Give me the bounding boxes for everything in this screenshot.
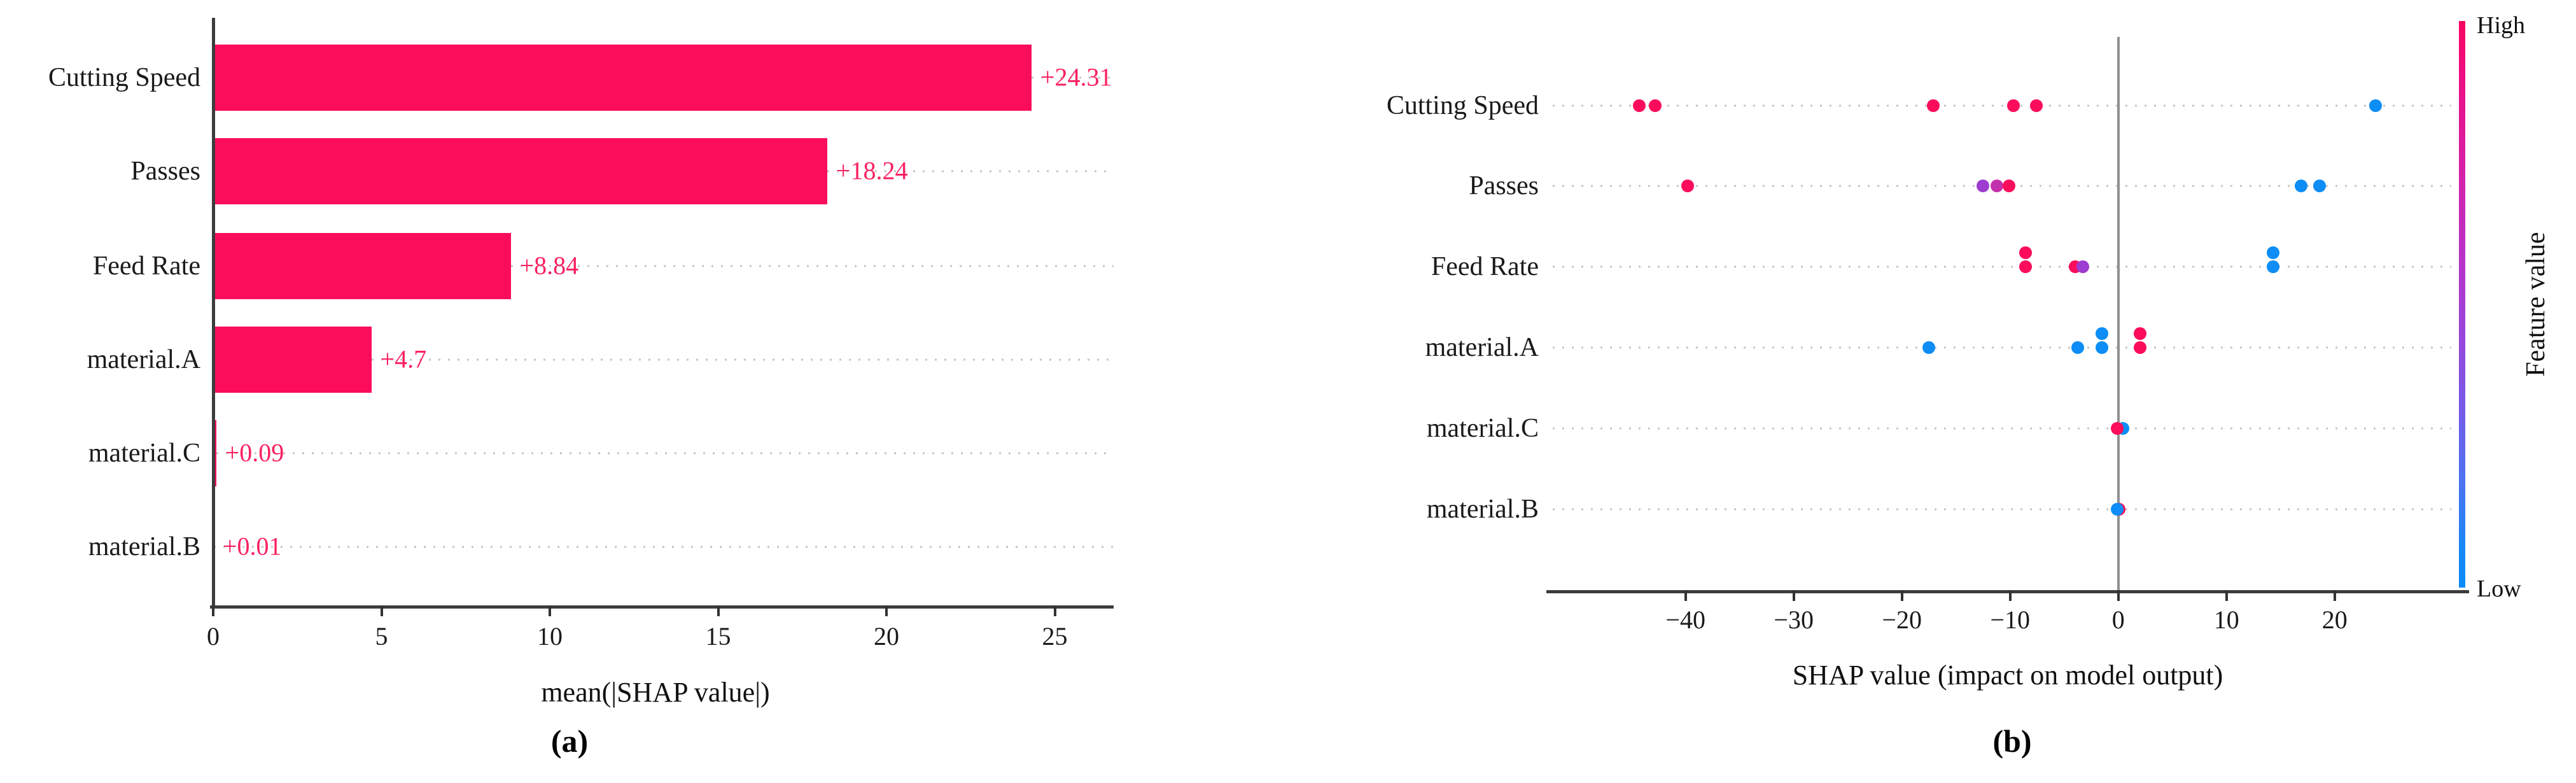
bar-value-label: +18.24 (836, 156, 908, 185)
x-tick-mark (212, 605, 214, 616)
feature-value-colorbar (2459, 21, 2465, 588)
bar-row-label: material.B (88, 532, 200, 561)
beeswarm-row-label: material.B (1426, 495, 1539, 524)
shap-dot (2071, 341, 2084, 354)
mean-shap-bar (213, 45, 1032, 111)
beeswarm-row-label: Passes (1469, 171, 1539, 201)
beeswarm-row-gridline (1553, 508, 2451, 511)
shap-dot (2313, 180, 2326, 192)
beeswarm-x-axis-title: SHAP value (impact on model output) (1792, 660, 2223, 691)
shap-dot (1649, 99, 1662, 112)
value-leader-line (214, 546, 1114, 548)
caption-b: (b) (1992, 723, 2032, 759)
beeswarm-row-gridline (1553, 427, 2451, 430)
bar-value-label: +4.7 (380, 344, 427, 374)
bar-chart-x-axis (210, 605, 1114, 609)
shap-dot (1927, 99, 1940, 112)
colorbar-title: Feature value (2521, 232, 2551, 377)
zero-reference-line (2117, 37, 2120, 590)
x-tick-label: 0 (2111, 605, 2125, 634)
shap-dot (1922, 341, 1936, 354)
x-tick-mark (2333, 590, 2336, 601)
x-tick-mark (1684, 590, 1687, 601)
x-tick-mark (2117, 590, 2120, 601)
beeswarm-row-gridline (1553, 346, 2451, 349)
x-tick-label: 20 (874, 622, 899, 651)
shap-dot (2096, 327, 2109, 340)
x-tick-mark (2225, 590, 2228, 601)
bar-value-label: +0.09 (225, 438, 284, 467)
x-tick-label: −40 (1665, 605, 1705, 634)
beeswarm-row-gridline (1553, 104, 2451, 107)
x-tick-label: 10 (2213, 605, 2239, 634)
colorbar-high-label: High (2477, 12, 2525, 39)
beeswarm-row-label: Feed Rate (1431, 252, 1539, 281)
shap-dot (2133, 327, 2146, 340)
shap-dot (1681, 180, 1695, 192)
caption-a: (a) (550, 723, 589, 759)
shap-dot (2076, 260, 2089, 273)
bar-chart-left-spine (212, 18, 215, 607)
bar-row-label: Cutting Speed (48, 63, 200, 92)
x-tick-mark (549, 605, 551, 616)
value-leader-line (827, 170, 1114, 173)
bar-value-label: +24.31 (1040, 62, 1112, 92)
beeswarm-row-gridline (1553, 265, 2451, 268)
x-tick-label: 25 (1042, 622, 1068, 651)
x-tick-mark (2008, 590, 2012, 601)
x-tick-mark (717, 605, 720, 616)
shap-dot (2133, 341, 2146, 354)
shap-dot (2019, 260, 2032, 273)
x-tick-mark (885, 605, 888, 616)
value-leader-line (371, 358, 1114, 361)
beeswarm-row-label: material.C (1426, 414, 1539, 443)
shap-dot (1991, 180, 2004, 192)
shap-dot (2111, 503, 2124, 516)
bar-value-label: +0.01 (223, 532, 282, 561)
bar-row-label: material.C (88, 439, 200, 468)
shap-dot (1977, 180, 1990, 192)
value-leader-line (1031, 76, 1114, 79)
beeswarm-row-label: Cutting Speed (1386, 91, 1539, 120)
shap-dot (2111, 422, 2124, 435)
x-tick-label: 10 (537, 622, 563, 651)
shap-dot (2266, 260, 2279, 273)
x-tick-mark (1792, 590, 1795, 601)
bar-value-label: +8.84 (519, 251, 579, 280)
shap-dot (2029, 99, 2043, 112)
value-leader-line (510, 265, 1114, 267)
beeswarm-x-axis (1546, 590, 2469, 593)
mean-shap-bar (213, 138, 827, 204)
x-tick-mark (1900, 590, 1903, 601)
x-tick-label: 5 (375, 622, 388, 651)
shap-dot (2266, 246, 2279, 259)
shap-dot (2006, 99, 2020, 112)
beeswarm-row-label: material.A (1425, 333, 1539, 362)
mean-shap-bar (213, 327, 372, 393)
x-tick-mark (380, 605, 383, 616)
bar-row-label: Passes (130, 157, 200, 186)
bar-chart-x-axis-title: mean(|SHAP value|) (541, 677, 770, 708)
x-tick-mark (1053, 605, 1056, 616)
shap-dot (2019, 246, 2032, 259)
shap-dot (2096, 341, 2109, 354)
x-tick-label: −20 (1882, 605, 1922, 634)
bar-row-label: material.A (87, 345, 200, 374)
x-tick-label: −30 (1774, 605, 1814, 634)
shap-dot (2003, 180, 2015, 192)
x-tick-label: 20 (2321, 605, 2348, 634)
x-tick-label: −10 (1990, 605, 2030, 634)
bar-row-label: Feed Rate (92, 251, 200, 281)
value-leader-line (216, 452, 1114, 455)
shap-dot (2369, 99, 2383, 112)
x-tick-label: 15 (705, 622, 731, 651)
x-tick-label: 0 (207, 622, 220, 651)
colorbar-low-label: Low (2477, 575, 2521, 602)
mean-shap-bar (213, 233, 511, 299)
shap-dot (1632, 99, 1646, 112)
shap-dot (2295, 180, 2307, 192)
